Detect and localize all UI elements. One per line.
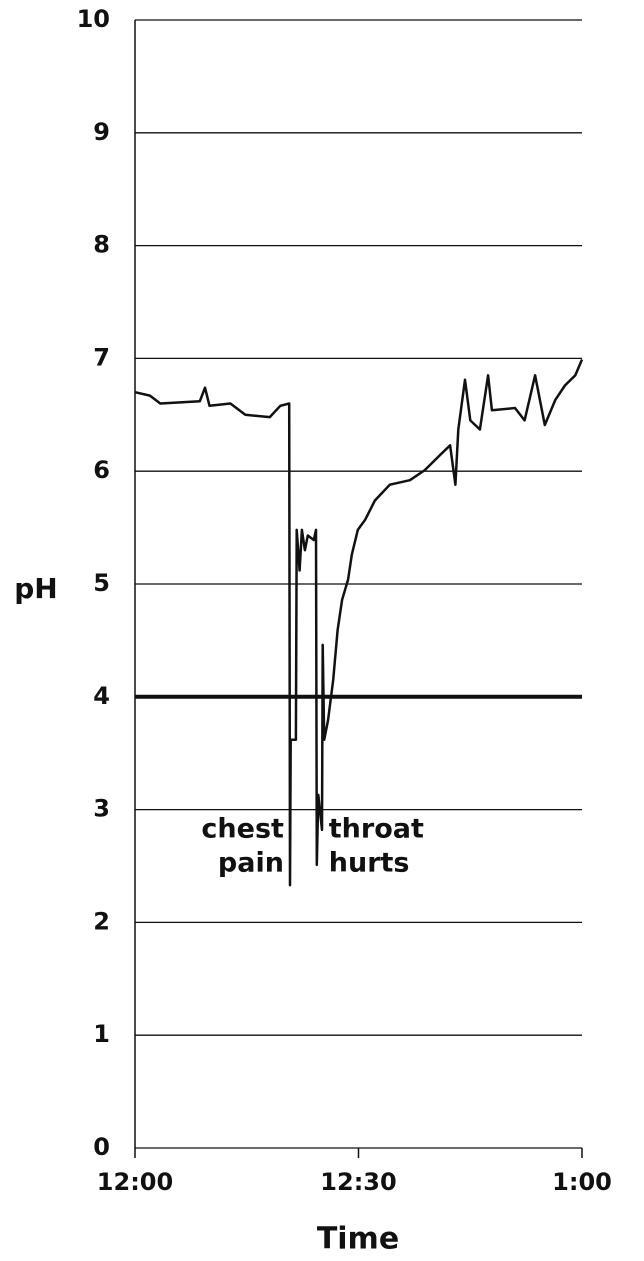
- y-tick-label: 9: [93, 118, 110, 146]
- x-tick-label: 12:30: [320, 1168, 396, 1196]
- y-tick-label: 2: [93, 907, 110, 935]
- annotation: chest: [201, 814, 284, 845]
- y-tick-label: 10: [77, 5, 110, 33]
- y-axis-label: pH: [14, 572, 57, 605]
- y-tick-label: 6: [93, 456, 110, 484]
- x-tick-label: 1:00: [552, 1168, 612, 1196]
- ph-line: [134, 359, 584, 887]
- y-tick-label: 8: [93, 231, 110, 259]
- annotation: throat: [329, 814, 424, 845]
- y-tick-label: 1: [93, 1020, 110, 1048]
- x-axis-label: Time: [317, 1222, 399, 1257]
- annotation: pain: [218, 848, 284, 879]
- y-tick-label: 3: [93, 795, 110, 823]
- y-tick-label: 4: [93, 682, 110, 710]
- annotation: hurts: [329, 848, 410, 879]
- x-tick-label: 12:00: [97, 1168, 173, 1196]
- y-tick-label: 0: [93, 1133, 110, 1161]
- y-tick-label: 5: [93, 569, 110, 597]
- y-tick-label: 7: [93, 343, 110, 371]
